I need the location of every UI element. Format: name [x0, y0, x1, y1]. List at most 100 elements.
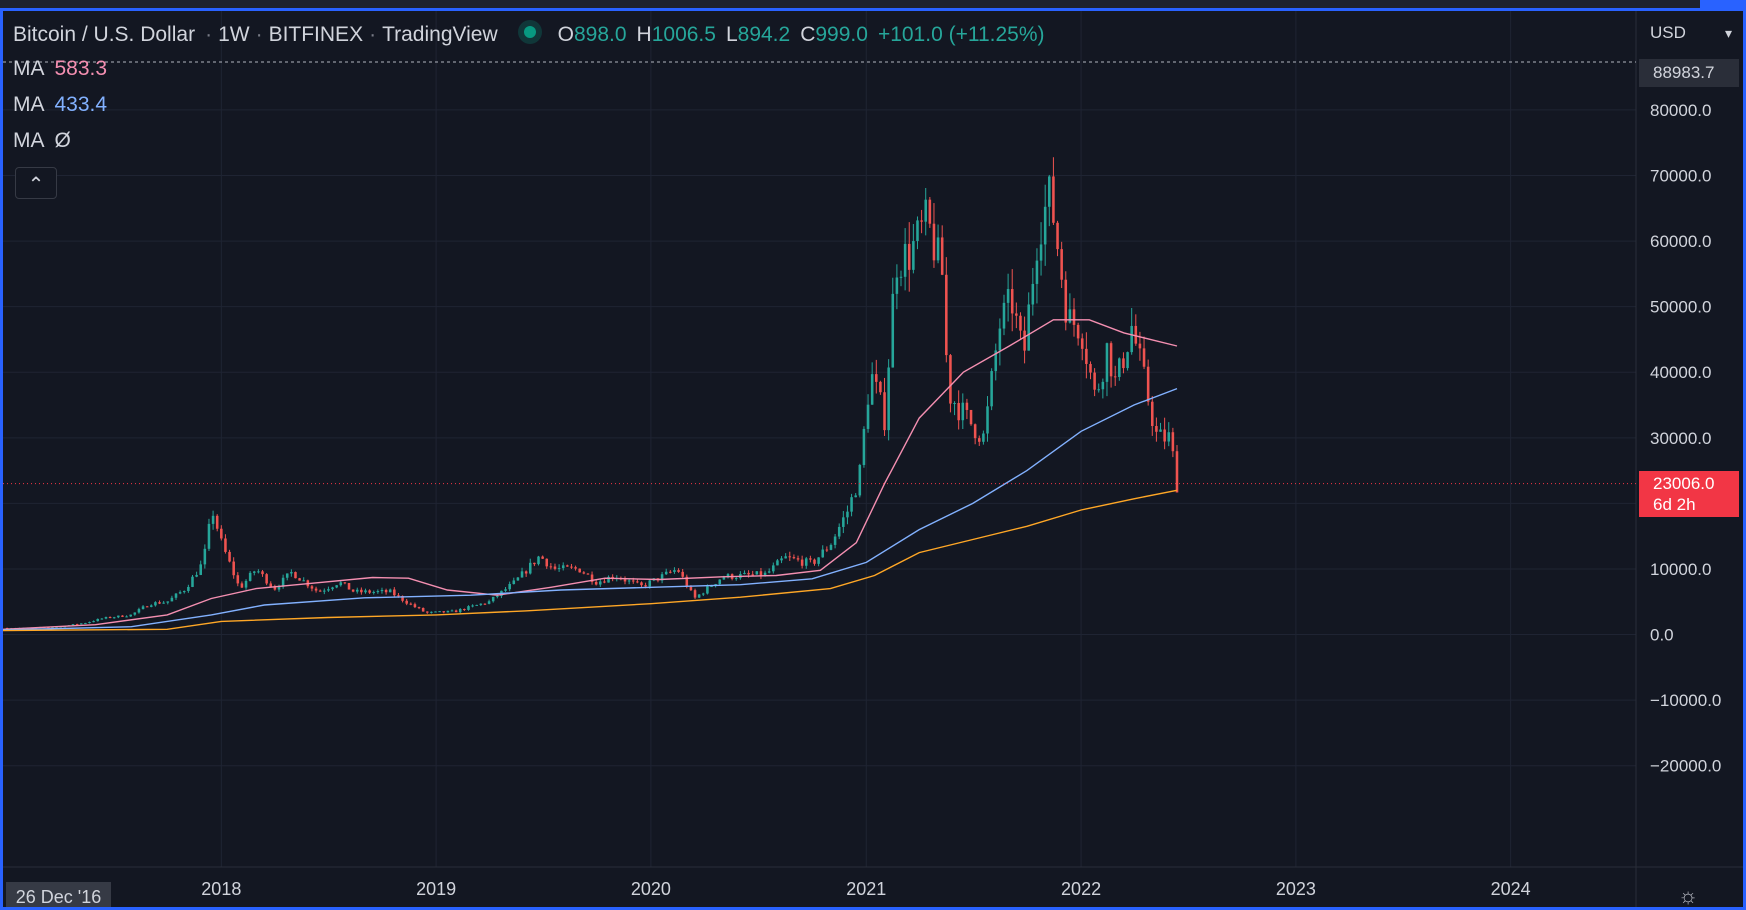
candle — [586, 573, 590, 575]
candle-body — [870, 374, 874, 405]
market-status-icon[interactable] — [523, 26, 536, 39]
candle — [92, 620, 95, 623]
candle-body — [117, 615, 120, 618]
candle — [471, 604, 474, 608]
candle — [1126, 351, 1129, 371]
candle — [1031, 267, 1035, 316]
candle — [969, 409, 973, 426]
time-tick-label: 2018 — [201, 879, 241, 899]
candle-body — [586, 573, 590, 575]
candle-body — [162, 602, 165, 604]
candle-body — [384, 589, 388, 593]
candle — [1118, 357, 1121, 381]
candle-body — [776, 560, 779, 566]
candle-body — [858, 464, 862, 496]
low-key: L — [725, 23, 738, 46]
candle — [1002, 294, 1006, 336]
candle-body — [813, 559, 816, 564]
candle — [594, 579, 598, 586]
candle — [487, 599, 491, 605]
candle-body — [158, 602, 161, 604]
candle — [1085, 332, 1088, 379]
candle-body — [780, 558, 783, 561]
candle — [973, 423, 977, 445]
candle-body — [895, 277, 899, 294]
candle — [533, 562, 536, 567]
candle — [75, 623, 79, 626]
candle — [664, 568, 668, 575]
indicator-legend-ma2[interactable]: MA 433.4 — [13, 93, 107, 117]
candle-body — [195, 574, 198, 577]
candle — [228, 549, 231, 563]
candle-body — [257, 571, 260, 573]
candle-body — [582, 572, 586, 574]
candle-body — [846, 511, 849, 518]
candle-body — [887, 367, 890, 431]
candle — [792, 554, 796, 560]
open-key: O — [557, 23, 574, 46]
candle — [483, 603, 487, 606]
candle-body — [203, 548, 207, 565]
interval-label[interactable]: 1W — [218, 23, 250, 46]
candle-body — [368, 590, 371, 593]
candle-body — [1134, 325, 1138, 344]
candle — [203, 544, 207, 569]
candle-body — [524, 571, 528, 574]
candle-body — [817, 557, 820, 564]
candle — [557, 564, 561, 572]
candle — [940, 225, 944, 276]
symbol-legend[interactable]: Bitcoin / U.S. Dollar · 1W · BITFINEX · Tradin… — [13, 23, 1045, 46]
candle — [640, 581, 643, 588]
source-label: TradingView — [382, 23, 498, 46]
indicator-name: MA — [13, 129, 45, 152]
collapse-legend-button[interactable]: ⌃ — [15, 167, 57, 199]
candle-body — [211, 515, 215, 524]
currency-selector[interactable]: USD — [1650, 23, 1686, 42]
candle-body — [722, 577, 726, 580]
chart-canvas[interactable]: 80000.0 70000.0 60000.0 50000.0 40000.0 30000… — [3, 11, 1743, 907]
candle-body — [1138, 343, 1142, 349]
candle — [426, 611, 429, 614]
candle — [314, 586, 318, 593]
candle-body — [327, 589, 330, 591]
candle-body — [990, 371, 993, 407]
candle — [240, 581, 244, 588]
chart-panel[interactable]: 80000.0 70000.0 60000.0 50000.0 40000.0 30000… — [0, 8, 1746, 910]
indicator-legend-ma3[interactable]: MA Ø — [13, 129, 71, 153]
candle — [846, 505, 849, 525]
candle — [561, 562, 565, 571]
candle-body — [1060, 249, 1063, 280]
candle — [590, 571, 594, 585]
candle — [224, 534, 227, 554]
candle — [372, 590, 376, 595]
time-tick-label: 2021 — [846, 879, 886, 899]
time-axis-labels: 2018 2019 2020 2021 2022 2023 2024 — [201, 879, 1530, 899]
candle-body — [784, 556, 787, 559]
candle — [751, 570, 754, 576]
candle-body — [747, 572, 750, 575]
candle — [1101, 378, 1105, 399]
candle — [681, 568, 684, 578]
symbol-name[interactable]: Bitcoin / U.S. Dollar — [13, 23, 196, 46]
candle — [1171, 427, 1175, 458]
candle — [458, 608, 462, 614]
candle — [273, 584, 277, 591]
candle-body — [912, 241, 915, 270]
candle — [541, 555, 544, 560]
candle — [174, 593, 178, 600]
candle-body — [726, 574, 730, 578]
candle — [141, 605, 145, 610]
candle — [1146, 359, 1150, 406]
candle-body — [673, 570, 676, 572]
candle-body — [1023, 330, 1026, 351]
gear-icon[interactable]: ☼ — [1678, 883, 1699, 908]
chevron-down-icon[interactable]: ▾ — [1725, 25, 1733, 41]
indicator-legend-ma1[interactable]: MA 583.3 — [13, 57, 107, 81]
candle — [1105, 342, 1109, 397]
candle — [953, 401, 956, 416]
candle-body — [125, 616, 128, 618]
candle — [302, 577, 305, 582]
time-tick-label: 2022 — [1061, 879, 1101, 899]
candle-body — [982, 433, 985, 442]
candle-body — [842, 517, 845, 527]
